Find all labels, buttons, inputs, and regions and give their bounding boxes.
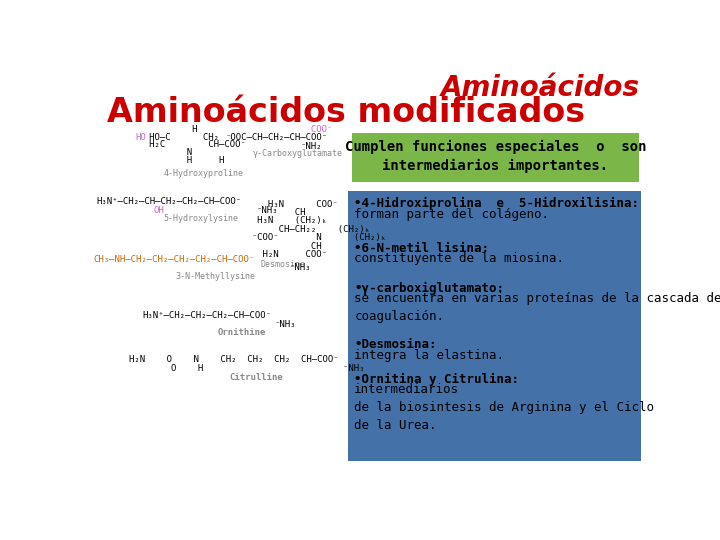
Text: H₃N    (CH₂)ₖ: H₃N (CH₂)ₖ	[241, 217, 327, 226]
Text: •Desmosina:: •Desmosina:	[354, 338, 437, 351]
Text: HO—C      CH₂: HO—C CH₂	[132, 132, 219, 141]
Text: CH: CH	[241, 242, 322, 251]
Text: 5-Hydroxylysine: 5-Hydroxylysine	[163, 214, 238, 223]
Text: H     H: H H	[132, 156, 224, 165]
Text: intermediarios
de la biosintesis de Arginina y el Ciclo
de la Urea.: intermediarios de la biosintesis de Argi…	[354, 383, 654, 432]
Text: •4-Hidroxiprolina  e  5-Hidroxilisina:: •4-Hidroxiprolina e 5-Hidroxilisina:	[354, 197, 639, 210]
Text: ⁻NH₃: ⁻NH₃	[290, 264, 312, 273]
Text: ⁻NH₃: ⁻NH₃	[274, 320, 296, 329]
Text: γ-Carboxyglutamate: γ-Carboxyglutamate	[253, 150, 343, 159]
Text: Aminoácidos: Aminoácidos	[441, 74, 640, 102]
Text: Desmosine: Desmosine	[261, 260, 305, 268]
Text: O    H                          ⁻NH₃: O H ⁻NH₃	[171, 363, 365, 373]
Text: ⁻NH₂: ⁻NH₂	[301, 142, 323, 151]
Text: Ornithine: Ornithine	[218, 328, 266, 337]
Text: ⁻COO⁻       N      (CH₂)ₖ: ⁻COO⁻ N (CH₂)ₖ	[241, 233, 386, 242]
Text: H₃N⁺—CH₂—CH₂—CH₂—CH—COO⁻: H₃N⁺—CH₂—CH₂—CH₂—CH—COO⁻	[143, 311, 271, 320]
Text: •γ-carboxiglutamato:: •γ-carboxiglutamato:	[354, 282, 504, 295]
FancyBboxPatch shape	[352, 132, 639, 182]
Text: integra la elastina.: integra la elastina.	[354, 348, 504, 362]
Text: se encuentra en varias proteínas de la cascada de
coagulación.: se encuentra en varias proteínas de la c…	[354, 292, 720, 323]
Text: COO⁻: COO⁻	[241, 125, 333, 134]
Text: •Ornitina y Citrulina:: •Ornitina y Citrulina:	[354, 373, 519, 386]
Text: Cumplen funciones especiales  o  son
intermediarios importantes.: Cumplen funciones especiales o son inter…	[345, 139, 646, 173]
Text: HO: HO	[135, 132, 145, 141]
FancyBboxPatch shape	[93, 136, 343, 461]
Text: H₂N    O    N    CH₂  CH₂  CH₂  CH—COO⁻: H₂N O N CH₂ CH₂ CH₂ CH—COO⁻	[129, 355, 338, 364]
Text: CH₃—NH—CH₂—CH₂—CH₂—CH₂—CH—COO⁻: CH₃—NH—CH₂—CH₂—CH₂—CH₂—CH—COO⁻	[94, 255, 255, 264]
Text: 3-N-Methyllysine: 3-N-Methyllysine	[175, 272, 256, 281]
Text: forman parte del colágeno.: forman parte del colágeno.	[354, 208, 549, 221]
Text: Aminoácidos modificados: Aminoácidos modificados	[107, 96, 585, 129]
Text: H₃N⁺—CH₂—CH—CH₂—CH₂—CH—COO⁻: H₃N⁺—CH₂—CH—CH₂—CH₂—CH—COO⁻	[96, 197, 241, 206]
Text: H: H	[132, 125, 197, 134]
Text: CH: CH	[241, 208, 305, 217]
Text: constituyente de la miosina.: constituyente de la miosina.	[354, 252, 564, 265]
Text: 4-Hydroxyproline: 4-Hydroxyproline	[163, 168, 243, 178]
Text: ⁻NH₃: ⁻NH₃	[256, 206, 278, 215]
Text: H₂C        CH—COO⁻: H₂C CH—COO⁻	[132, 140, 246, 149]
FancyBboxPatch shape	[348, 191, 641, 461]
Text: N: N	[132, 148, 192, 157]
Text: CH—CH₂₂    (CH₂)ₖ: CH—CH₂₂ (CH₂)ₖ	[241, 225, 370, 234]
Text: H₃N      COO⁻: H₃N COO⁻	[241, 200, 338, 208]
Text: OH: OH	[153, 206, 164, 215]
Text: Citrulline: Citrulline	[230, 373, 283, 382]
Text: H₂N     COO⁻: H₂N COO⁻	[241, 251, 327, 259]
Text: •6-N-metil lisina:: •6-N-metil lisina:	[354, 242, 490, 255]
Text: ⁻OOC—CH—CH₂—CH—COO⁻: ⁻OOC—CH—CH₂—CH—COO⁻	[225, 133, 328, 143]
